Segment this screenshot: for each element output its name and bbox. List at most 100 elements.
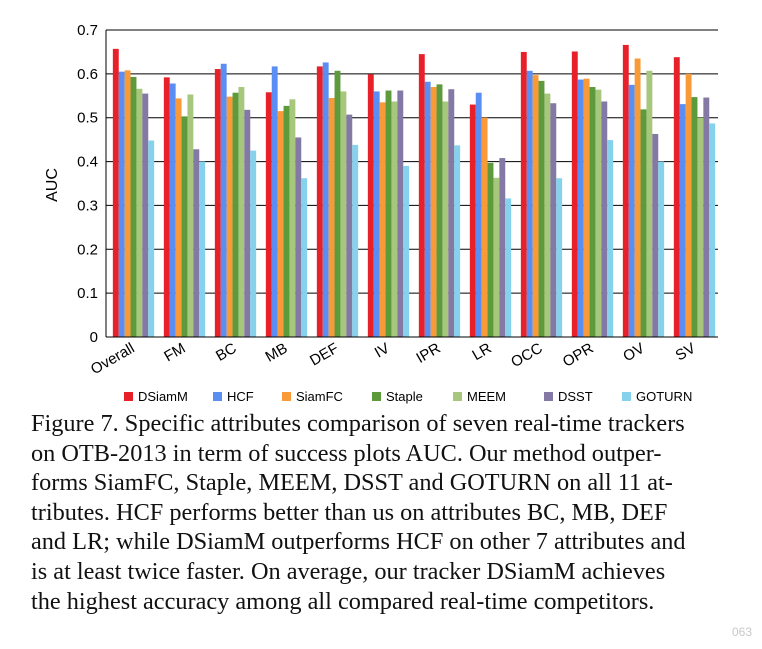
bar-goturn-sv [709,123,716,337]
bar-hcf-lr [475,92,482,337]
bar-goturn-occ [556,178,563,337]
y-tick-label: 0.4 [77,154,98,171]
legend-swatch [622,392,631,401]
y-tick-label: 0 [90,329,98,346]
bar-staple-def [334,70,341,337]
bar-siamfc-fm [175,98,182,337]
bar-dsiamm-occ [520,51,527,338]
x-tick-label: FM [161,340,188,366]
bar-dsiamm-lr [469,104,476,337]
bar-hcf-occ [526,70,533,337]
bar-staple-mb [283,105,290,337]
bar-dsiamm-bc [214,69,221,337]
bar-staple-occ [538,80,545,338]
y-tick-label: 0.2 [77,241,98,258]
bar-goturn-mb [301,178,308,337]
bar-siamfc-ipr [430,87,437,337]
x-tick-label: SV [673,340,699,365]
bar-dsiamm-iv [367,74,374,337]
bar-dsiamm-ov [622,44,629,337]
bar-hcf-bc [220,63,227,338]
bar-meem-mb [289,99,296,338]
bar-goturn-def [352,144,359,337]
caption-line: and LR; while DSiamM outperforms HCF on … [31,528,686,556]
bar-dsiamm-def [316,66,323,337]
grid-lines [106,29,718,294]
bar-meem-fm [187,94,194,337]
caption-line: on OTB-2013 in term of success plots AUC… [31,439,662,467]
y-tick-label: 0.5 [77,110,98,127]
y-axis-label: AUC [44,168,61,202]
y-tick-label: 0.1 [77,285,98,302]
bar-staple-ipr [436,84,443,337]
y-tick-label: 0.6 [77,66,98,83]
bar-staple-ov [640,109,647,337]
bar-goturn-iv [403,165,410,337]
bar-dsst-overall [142,93,149,337]
x-tick-label: OCC [508,340,546,371]
bar-goturn-bc [250,150,257,337]
legend: DSiamM HCF SiamFC Staple MEEM DSST GOTURN [124,389,692,404]
bar-dsst-ipr [448,89,455,337]
bar-meem-def [340,91,347,338]
bar-hcf-fm [169,83,176,338]
bar-dsiamm-mb [265,92,272,337]
bar-staple-iv [385,90,392,337]
y-tick-label: 0.7 [77,22,98,39]
legend-swatch [282,392,291,401]
caption-line: Figure 7. Specific attributes comparison… [31,410,685,437]
bar-goturn-opr [607,140,614,337]
caption-line: tributes. HCF performs better than us on… [31,498,668,526]
bar-siamfc-occ [532,75,539,338]
legend-label: Staple [386,389,423,404]
legend-swatch [124,392,133,401]
caption-line: forms SiamFC, Staple, MEEM, DSST and GOT… [31,469,673,497]
bar-hcf-def [322,62,329,337]
x-tick-label: OPR [560,340,597,371]
x-tick-label: MB [263,340,291,366]
bar-dsst-opr [601,101,608,337]
bar-meem-occ [544,93,551,337]
bar-meem-bc [238,87,245,337]
bar-siamfc-bc [226,96,233,337]
bar-staple-overall [130,76,137,338]
x-tick-label: IPR [413,340,443,367]
bar-staple-lr [487,162,494,337]
x-tick-label: DEF [307,340,341,370]
y-tick-label: 0.3 [77,197,98,214]
bar-goturn-overall [148,140,155,337]
bar-dsst-lr [499,158,506,337]
legend-swatch [453,392,462,401]
legend-label: MEEM [467,389,506,404]
bar-siamfc-mb [277,111,284,337]
caption-line: the highest accuracy among all compared … [31,587,655,615]
legend-label: HCF [227,389,254,404]
bar-staple-bc [232,92,239,337]
bar-dsiamm-opr [571,51,578,338]
bar-dsst-fm [193,149,200,337]
bar-siamfc-overall [124,70,131,337]
bar-hcf-sv [679,104,686,338]
bar-dsiamm-sv [673,57,680,337]
bar-meem-ipr [442,101,449,337]
bar-goturn-lr [505,198,512,337]
bar-siamfc-opr [583,78,590,337]
legend-label: DSST [558,389,593,404]
bar-siamfc-def [328,97,335,337]
bar-hcf-opr [577,79,584,338]
bar-meem-opr [595,89,602,337]
bar-dsiamm-fm [163,77,170,337]
bar-staple-sv [691,97,698,337]
bar-dsst-def [346,114,353,337]
bar-meem-sv [697,117,704,337]
legend-swatch [544,392,553,401]
caption-line: is at least twice faster. On average, ou… [31,557,666,585]
bar-dsiamm-overall [112,48,119,337]
bar-meem-lr [493,177,500,337]
x-tick-label: IV [372,340,393,362]
bar-siamfc-lr [481,117,488,337]
bar-siamfc-iv [379,102,386,337]
bar-dsst-mb [295,137,302,337]
bar-dsst-iv [397,90,404,337]
legend-label: DSiamM [138,389,188,404]
